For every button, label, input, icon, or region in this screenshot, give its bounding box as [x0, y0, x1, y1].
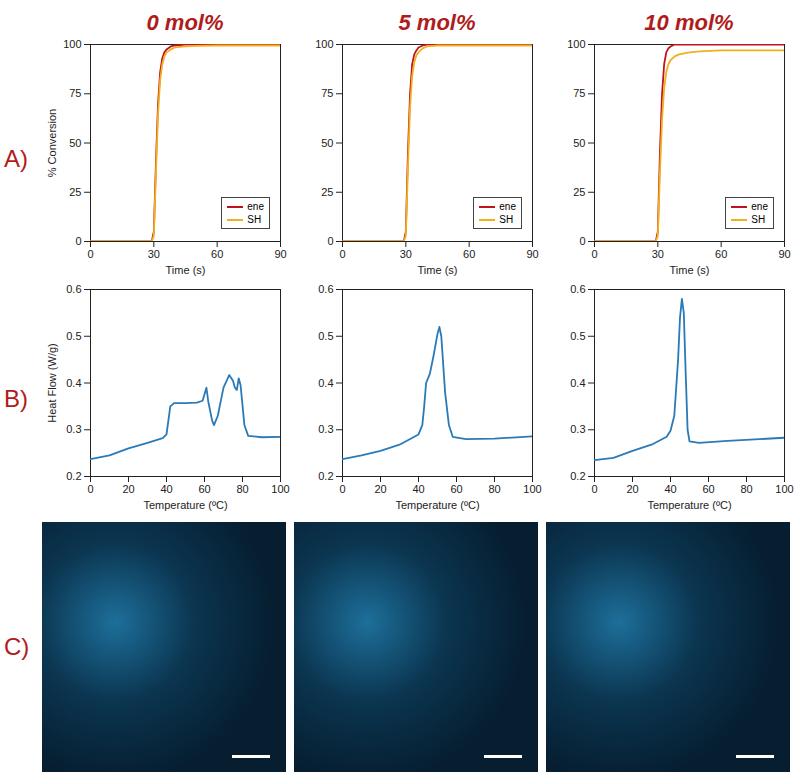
svg-text:25: 25: [321, 186, 333, 198]
svg-text:90: 90: [526, 248, 538, 260]
svg-text:30: 30: [652, 248, 664, 260]
svg-text:0.6: 0.6: [570, 283, 585, 295]
svg-text:80: 80: [740, 483, 752, 495]
svg-text:0.4: 0.4: [66, 377, 81, 389]
svg-text:100: 100: [315, 38, 333, 50]
svg-text:0: 0: [87, 248, 93, 260]
svg-text:60: 60: [211, 248, 223, 260]
html-text:ene: ene: [751, 201, 768, 212]
svg-text:90: 90: [778, 248, 790, 260]
svg-text:50: 50: [321, 137, 333, 149]
svg-text:0: 0: [327, 235, 333, 247]
svg-text:40: 40: [412, 483, 424, 495]
svg-text:0.4: 0.4: [570, 377, 585, 389]
svg-text:20: 20: [626, 483, 638, 495]
svg-text:50: 50: [573, 137, 585, 149]
svg-text:100: 100: [63, 38, 81, 50]
html-text:A): A): [4, 144, 28, 172]
svg-text:0: 0: [579, 235, 585, 247]
svg-text:0.2: 0.2: [570, 470, 585, 482]
svg-text:0.5: 0.5: [66, 330, 81, 342]
svg-text:40: 40: [160, 483, 172, 495]
html-text:0 mol%: 0 mol%: [146, 10, 224, 35]
html-text:SH: SH: [751, 214, 766, 225]
svg-text:0: 0: [339, 248, 345, 260]
svg-text:75: 75: [321, 87, 333, 99]
html-text:5 mol%: 5 mol%: [398, 10, 476, 35]
svg-text:0.3: 0.3: [66, 423, 81, 435]
html-text:C): C): [4, 633, 30, 660]
svg-text:60: 60: [463, 248, 475, 260]
svg-text:60: 60: [702, 483, 714, 495]
svg-text:90: 90: [274, 248, 286, 260]
html-text:SH: SH: [499, 214, 514, 225]
svg-text:40: 40: [664, 483, 676, 495]
svg-text:20: 20: [374, 483, 386, 495]
html-text:ene: ene: [247, 201, 264, 212]
svg-text:80: 80: [236, 483, 248, 495]
svg-text:Heat Flow (W/g): Heat Flow (W/g): [46, 343, 58, 422]
svg-text:100: 100: [567, 38, 585, 50]
svg-text:25: 25: [69, 186, 81, 198]
svg-text:100: 100: [775, 483, 793, 495]
svg-text:60: 60: [715, 248, 727, 260]
html-text:10 mol%: 10 mol%: [644, 10, 734, 35]
svg-text:0: 0: [339, 483, 345, 495]
svg-text:75: 75: [69, 87, 81, 99]
svg-text:50: 50: [69, 137, 81, 149]
svg-text:Time (s): Time (s): [418, 264, 458, 276]
svg-text:0.6: 0.6: [66, 283, 81, 295]
svg-text:30: 30: [148, 248, 160, 260]
svg-text:60: 60: [198, 483, 210, 495]
svg-text:0: 0: [75, 235, 81, 247]
html-text:SH: SH: [247, 214, 262, 225]
svg-text:30: 30: [400, 248, 412, 260]
svg-text:Temperature (ºC): Temperature (ºC): [647, 499, 731, 511]
svg-text:0.5: 0.5: [570, 330, 585, 342]
html-text:B): B): [4, 384, 28, 412]
svg-text:Temperature (ºC): Temperature (ºC): [395, 499, 479, 511]
svg-text:0.6: 0.6: [318, 283, 333, 295]
svg-text:0.2: 0.2: [66, 470, 81, 482]
svg-text:100: 100: [271, 483, 289, 495]
svg-text:Time (s): Time (s): [166, 264, 206, 276]
svg-text:0.4: 0.4: [318, 377, 333, 389]
svg-text:0.3: 0.3: [570, 423, 585, 435]
svg-text:0: 0: [591, 248, 597, 260]
svg-text:% Conversion: % Conversion: [46, 109, 58, 177]
svg-text:20: 20: [122, 483, 134, 495]
html-text:ene: ene: [499, 201, 516, 212]
svg-text:0: 0: [87, 483, 93, 495]
svg-text:60: 60: [450, 483, 462, 495]
svg-text:80: 80: [488, 483, 500, 495]
svg-text:75: 75: [573, 87, 585, 99]
svg-text:25: 25: [573, 186, 585, 198]
svg-text:100: 100: [523, 483, 541, 495]
svg-text:0.3: 0.3: [318, 423, 333, 435]
svg-text:0.2: 0.2: [318, 470, 333, 482]
svg-text:Temperature (ºC): Temperature (ºC): [143, 499, 227, 511]
svg-text:0.5: 0.5: [318, 330, 333, 342]
svg-text:0: 0: [591, 483, 597, 495]
svg-text:Time (s): Time (s): [670, 264, 710, 276]
